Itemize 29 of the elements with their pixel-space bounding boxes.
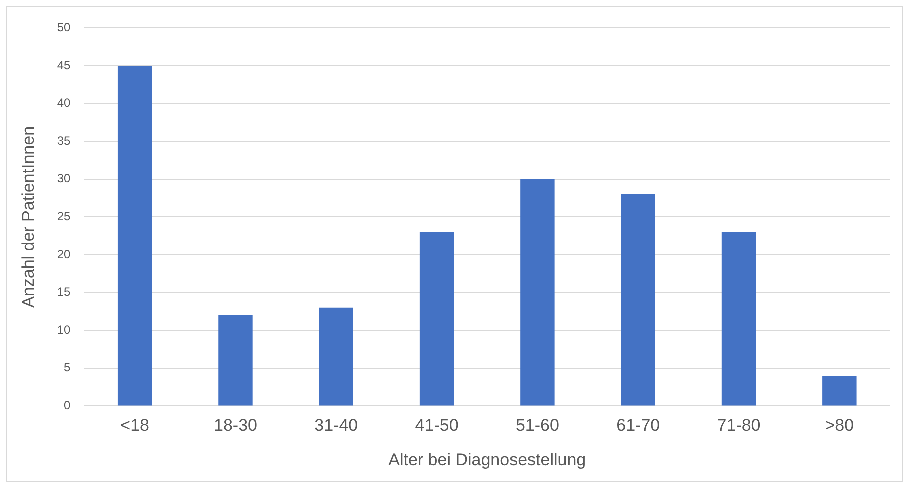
bar [520, 179, 555, 406]
x-tick-label: 18-30 [214, 416, 258, 436]
x-axis-title: Alter bei Diagnosestellung [388, 450, 586, 470]
x-tick-label: 41-50 [415, 416, 459, 436]
y-tick-label: 35 [57, 134, 72, 148]
x-tick-label: 61-70 [616, 416, 660, 436]
bar [218, 315, 253, 406]
y-tick-label: 45 [57, 58, 72, 72]
bar [319, 308, 354, 406]
y-tick-label: 30 [57, 172, 72, 186]
y-tick-label: 20 [57, 247, 72, 262]
bar [822, 376, 857, 406]
y-tick-label: 10 [57, 322, 72, 337]
bar [722, 232, 756, 406]
y-tick-label: 5 [64, 360, 72, 375]
x-tick-label: <18 [120, 416, 150, 436]
y-tick-label: 25 [57, 210, 72, 224]
y-tick-label: 50 [57, 20, 72, 35]
y-tick-label: 15 [57, 285, 72, 300]
y-tick-label: 0 [64, 398, 72, 413]
x-tick-label: 71-80 [717, 416, 761, 436]
bar [420, 232, 454, 406]
y-axis-title: Anzahl der PatientInnen [18, 126, 38, 308]
bar [118, 66, 152, 406]
x-tick-label: 51-60 [516, 416, 560, 436]
bar [621, 194, 656, 406]
y-tick-label: 40 [57, 96, 72, 110]
x-tick-label: >80 [825, 416, 854, 436]
x-tick-label: 31-40 [314, 416, 358, 436]
